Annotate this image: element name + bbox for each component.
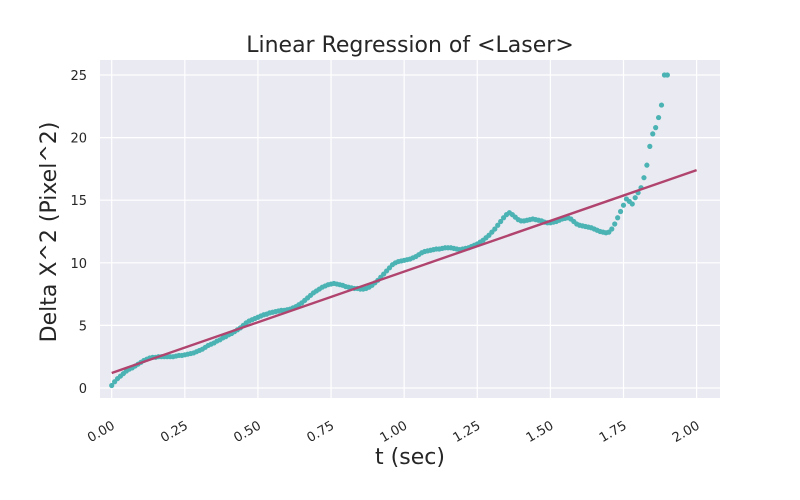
data-point — [650, 131, 656, 137]
regression-line — [111, 169, 697, 375]
data-point — [655, 114, 662, 121]
data-point — [641, 175, 647, 181]
data-point — [653, 125, 659, 131]
data-point — [609, 226, 615, 232]
data-point — [495, 222, 501, 228]
data-point — [644, 162, 650, 168]
x-axis-label: t (sec) — [375, 445, 445, 470]
gridlines — [100, 60, 720, 398]
y-tick-labels: 0 5 10 15 20 25 — [70, 69, 87, 397]
y-tick-label: 5 — [79, 319, 87, 334]
data-point — [632, 195, 638, 201]
y-tick-label: 10 — [70, 257, 87, 272]
data-point — [498, 218, 504, 225]
data-point — [615, 215, 621, 221]
plot-area — [100, 60, 720, 398]
data-point — [658, 102, 665, 108]
y-tick-label: 0 — [79, 382, 87, 397]
y-tick-label: 25 — [70, 69, 87, 84]
y-tick-label: 15 — [70, 194, 87, 209]
y-tick-label: 20 — [70, 132, 87, 147]
data-point — [109, 382, 115, 389]
data-point — [647, 143, 653, 149]
data-point — [629, 201, 635, 207]
chart-title: Linear Regression of <Laser> — [246, 33, 574, 58]
data-points — [109, 72, 670, 389]
data-point — [612, 221, 618, 227]
data-point — [620, 202, 627, 208]
data-point — [492, 226, 498, 232]
data-point — [664, 72, 670, 78]
data-point — [617, 208, 624, 215]
y-axis-label: Delta X^2 (Pixel^2) — [37, 122, 62, 343]
